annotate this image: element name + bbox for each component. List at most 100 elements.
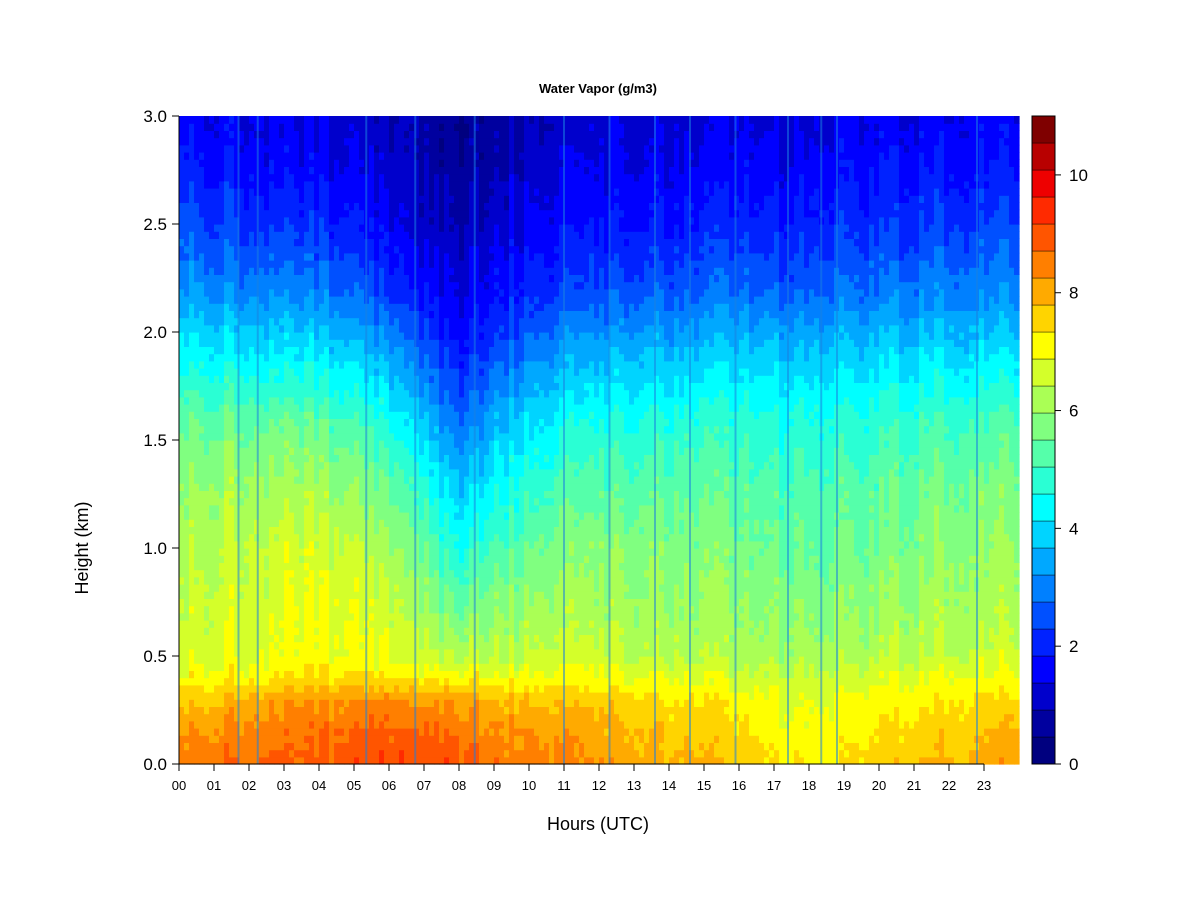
heatmap-cell [429,382,435,391]
heatmap-cell [424,353,430,362]
heatmap-cell [404,238,410,247]
heatmap-cell [319,591,325,599]
heatmap-cell [454,756,460,765]
heatmap-cell [329,540,335,549]
heatmap-cell [344,209,350,218]
heatmap-cell [424,684,430,693]
heatmap-cell [294,562,300,571]
heatmap-cell [414,656,420,664]
heatmap-cell [214,123,220,131]
heatmap-cell [419,756,425,765]
heatmap-cell [294,288,300,297]
heatmap-cell [449,706,455,715]
heatmap-cell [334,425,340,434]
heatmap-cell [274,720,280,729]
heatmap-cell [369,332,375,340]
heatmap-cell [374,504,380,513]
heatmap-cell [289,202,295,211]
heatmap-cell [224,152,230,160]
heatmap-cell [244,684,250,693]
heatmap-cell [189,396,195,405]
heatmap-cell [354,252,360,261]
heatmap-cell [264,648,270,657]
heatmap-cell [444,476,450,484]
heatmap-cell [194,555,200,563]
heatmap-cell [429,677,435,686]
heatmap-cell [424,231,430,239]
heatmap-cell [299,411,305,419]
heatmap-cell [234,296,240,304]
heatmap-cell [259,360,265,369]
heatmap-cell [209,137,215,146]
heatmap-cell [369,533,375,542]
heatmap-cell [404,382,410,391]
heatmap-cell [409,447,415,455]
heatmap-cell [304,267,310,275]
heatmap-cell [444,569,450,578]
heatmap-cell [219,641,225,650]
heatmap-cell [179,742,185,751]
heatmap-cell [354,656,360,664]
heatmap-cell [329,677,335,686]
heatmap-cell [434,591,440,599]
heatmap-cell [349,116,355,124]
heatmap-cell [304,706,310,715]
heatmap-cell [219,411,225,419]
heatmap-cell [339,713,345,722]
heatmap-cell [179,504,185,513]
heatmap-cell [349,584,355,592]
heatmap-cell [439,504,445,513]
heatmap-cell [204,324,210,333]
heatmap-cell [199,224,205,232]
heatmap-cell [194,548,200,556]
heatmap-cell [339,447,345,455]
heatmap-cell [419,296,425,304]
heatmap-cell [249,202,255,211]
heatmap-cell [194,346,200,355]
heatmap-cell [314,692,320,700]
heatmap-cell [189,504,195,513]
heatmap-cell [179,720,185,729]
heatmap-cell [219,699,225,707]
heatmap-cell [404,152,410,160]
heatmap-cell [389,123,395,131]
heatmap-cell [244,173,250,182]
heatmap-cell [329,144,335,153]
heatmap-cell [419,260,425,268]
heatmap-cell [399,180,405,189]
heatmap-cell [299,173,305,182]
heatmap-cell [229,346,235,355]
heatmap-cell [294,749,300,758]
heatmap-cell [454,627,460,635]
heatmap-cell [384,332,390,340]
heatmap-cell [399,519,405,527]
heatmap-cell [234,396,240,405]
heatmap-cell [294,137,300,146]
heatmap-cell [304,152,310,160]
heatmap-cell [449,756,455,765]
heatmap-cell [239,720,245,729]
heatmap-cell [399,317,405,326]
heatmap-cell [284,598,290,607]
heatmap-cell [339,526,345,535]
heatmap-cell [299,692,305,700]
heatmap-cell [424,332,430,340]
heatmap-cell [419,468,425,477]
heatmap-cell [409,756,415,765]
heatmap-cell [189,274,195,283]
heatmap-cell [199,483,205,491]
heatmap-cell [304,296,310,304]
heatmap-cell [274,166,280,175]
heatmap-cell [234,648,240,657]
heatmap-cell [249,180,255,189]
heatmap-cell [369,303,375,311]
heatmap-cell [224,742,230,751]
heatmap-cell [439,389,445,398]
heatmap-cell [409,116,415,124]
heatmap-cell [434,605,440,614]
heatmap-cell [244,634,250,643]
heatmap-cell [359,317,365,326]
heatmap-cell [344,274,350,283]
heatmap-cell [419,706,425,715]
heatmap-cell [404,144,410,153]
